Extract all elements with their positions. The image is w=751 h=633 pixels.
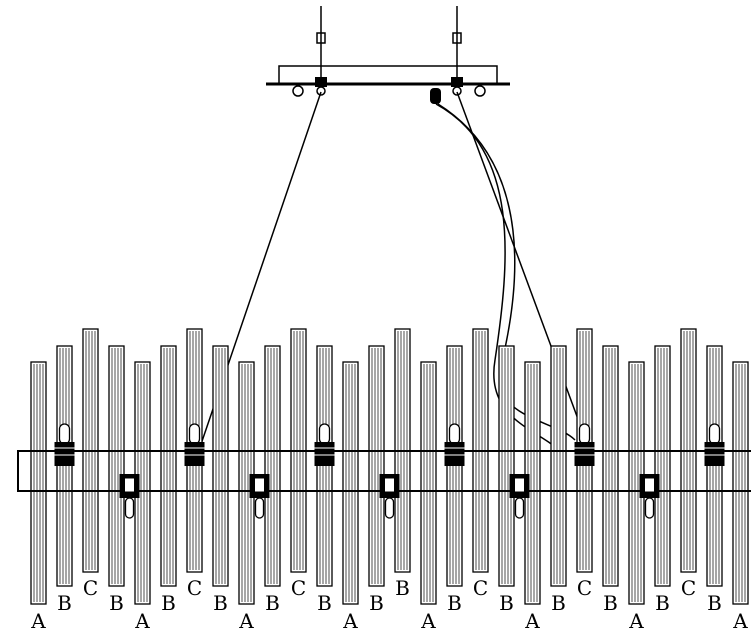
socket-upper — [314, 423, 335, 466]
rod-label: B — [395, 576, 410, 600]
rod-label: A — [134, 609, 150, 633]
rod-label: B — [447, 591, 462, 615]
rod-c — [290, 328, 307, 573]
left-anchor-ring — [316, 86, 326, 96]
socket-upper — [444, 423, 465, 466]
canopy-screw-left — [292, 85, 304, 97]
rod-label: C — [473, 576, 488, 600]
rod-label: C — [187, 576, 202, 600]
socket-upper — [184, 423, 205, 466]
socket-lower — [119, 474, 140, 519]
rod-label: A — [732, 609, 748, 633]
rod-a — [524, 361, 541, 605]
rod-label: B — [707, 591, 722, 615]
canopy-plate — [278, 65, 498, 85]
right-anchor — [451, 77, 463, 87]
rod-label: C — [83, 576, 98, 600]
rod-label: B — [57, 591, 72, 615]
rod-b — [498, 345, 515, 587]
rod-label: A — [30, 609, 46, 633]
rod-a — [420, 361, 437, 605]
rod-b — [654, 345, 671, 587]
rod-label: C — [577, 576, 592, 600]
rod-label: C — [291, 576, 306, 600]
rod-label: A — [420, 609, 436, 633]
rod-label: A — [238, 609, 254, 633]
socket-lower — [249, 474, 270, 519]
rod-b — [160, 345, 177, 587]
rod-label: B — [109, 591, 124, 615]
socket-lower — [639, 474, 660, 519]
rod-a — [342, 361, 359, 605]
rod-label: B — [265, 591, 280, 615]
rod-label: A — [628, 609, 644, 633]
rod-label: B — [655, 591, 670, 615]
rod-label: B — [369, 591, 384, 615]
rod-label: B — [551, 591, 566, 615]
rod-label: C — [681, 576, 696, 600]
socket-group — [54, 423, 725, 519]
rod-label: A — [342, 609, 358, 633]
right-anchor-ring — [452, 86, 462, 96]
power-cord-grommet — [430, 88, 441, 104]
rod-b — [108, 345, 125, 587]
rod-label: B — [603, 591, 618, 615]
socket-upper — [704, 423, 725, 466]
rod-b — [550, 345, 567, 587]
rod-b — [602, 345, 619, 587]
socket-lower — [509, 474, 530, 519]
socket-upper — [54, 423, 75, 466]
rod-group — [30, 328, 749, 605]
rod-label: B — [499, 591, 514, 615]
rod-label: A — [524, 609, 540, 633]
rod-a — [30, 361, 47, 605]
rod-a — [238, 361, 255, 605]
right-cable-gripper — [452, 32, 462, 44]
rod-label: B — [161, 591, 176, 615]
socket-upper — [574, 423, 595, 466]
ceiling-canopy — [266, 6, 510, 104]
rod-b — [264, 345, 281, 587]
rod-b — [368, 345, 385, 587]
rod-b — [212, 345, 229, 587]
left-anchor — [315, 77, 327, 87]
rod-label: B — [213, 591, 228, 615]
canopy-screw-right — [474, 85, 486, 97]
rod-a — [732, 361, 749, 605]
rod-label: B — [317, 591, 332, 615]
socket-lower — [379, 474, 400, 519]
left-cable-gripper — [316, 32, 326, 44]
